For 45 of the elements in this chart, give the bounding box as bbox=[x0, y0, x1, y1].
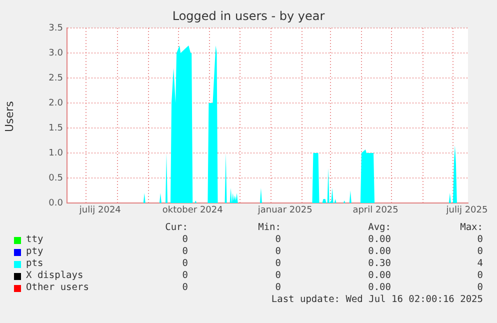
text: 0 bbox=[275, 282, 281, 294]
legend-label: pts bbox=[26, 258, 44, 270]
x-tick-label: julij 2024 bbox=[78, 206, 122, 216]
text: 0 bbox=[477, 234, 483, 246]
text: Avg: bbox=[368, 222, 391, 234]
text: 0.30 bbox=[368, 258, 391, 270]
chart-title: Logged in users - by year bbox=[171, 9, 326, 23]
text: 0 bbox=[182, 270, 188, 282]
y-tick-label: 0.0 bbox=[48, 198, 64, 208]
y-tick-label: 3.5 bbox=[48, 23, 63, 34]
y-tick-label: 2.0 bbox=[48, 98, 64, 108]
text: 0 bbox=[477, 282, 483, 294]
legend-label: pty bbox=[26, 246, 44, 258]
x-tick-label: januar 2025 bbox=[256, 206, 312, 216]
text: 0.00 bbox=[368, 234, 391, 246]
text: 0 bbox=[275, 234, 281, 246]
text: 0 bbox=[275, 270, 281, 282]
text: 0.00 bbox=[368, 246, 391, 258]
text: Max: bbox=[460, 222, 483, 234]
text: 0 bbox=[477, 246, 483, 258]
text: 0.00 bbox=[368, 270, 391, 282]
text: Cur: bbox=[165, 222, 188, 234]
x-tick-label: julij 2025 bbox=[445, 206, 488, 216]
text: Last update: Wed Jul 16 02:00:16 2025 bbox=[271, 294, 483, 306]
legend-label: X displays bbox=[26, 270, 84, 282]
text: 0 bbox=[182, 234, 188, 246]
text: 0 bbox=[182, 258, 188, 270]
y-tick-label: 3.0 bbox=[48, 48, 64, 58]
legend-label: tty bbox=[26, 234, 44, 246]
text: 0.00 bbox=[368, 282, 391, 294]
y-tick-label: 1.0 bbox=[48, 148, 64, 158]
x-tick-label: april 2025 bbox=[352, 206, 398, 216]
text: 0 bbox=[182, 282, 188, 294]
y-tick-label: 2.5 bbox=[48, 73, 63, 84]
text: 4 bbox=[477, 258, 483, 270]
text: 0 bbox=[275, 246, 281, 258]
text: 0 bbox=[182, 246, 188, 258]
y-tick-label: 0.5 bbox=[48, 173, 63, 184]
y-tick-label: 1.5 bbox=[48, 123, 63, 134]
text: Min: bbox=[258, 222, 281, 234]
y-axis-title: Users bbox=[3, 100, 16, 132]
x-tick-label: oktober 2024 bbox=[162, 206, 224, 216]
legend-label: Other users bbox=[26, 282, 89, 294]
text: 0 bbox=[477, 270, 483, 282]
text: 0 bbox=[275, 258, 281, 270]
